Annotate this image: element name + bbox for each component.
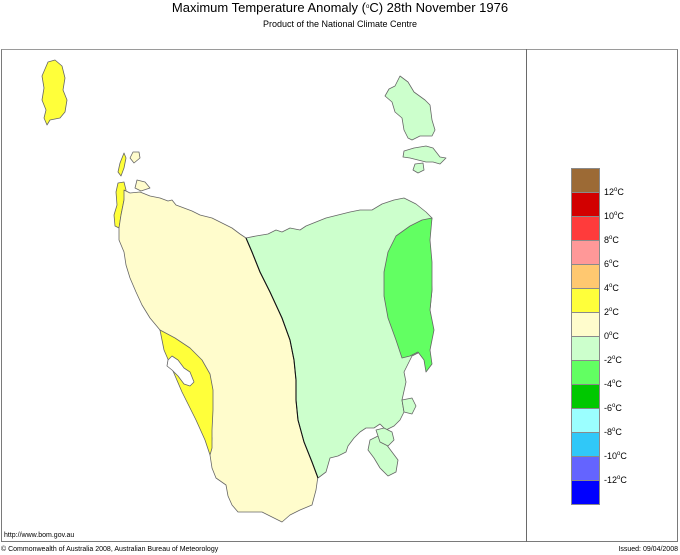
king-island [41,59,68,126]
chart-title: Maximum Temperature Anomaly (oC) 28th No… [171,0,509,15]
tasman-peninsula [401,397,417,415]
legend-swatch [571,216,600,240]
three-hummock-island [129,151,141,164]
forestier-peninsula [375,427,395,447]
legend-swatch [571,480,600,505]
legend-label: -2oC [604,355,622,365]
clarke-island [412,162,425,174]
legend-label: -10oC [604,451,627,461]
legend-swatch [571,312,600,336]
legend-swatch [571,192,600,216]
robbins-island [134,179,151,192]
legend-label: 6oC [604,259,619,269]
color-legend: 12oC 10oC 8oC 6oC 4oC 2oC 0oC -2oC -4oC … [571,168,627,505]
cape-barren-island [402,145,447,165]
legend-label: -8oC [604,427,622,437]
zero-isotherm-line [245,237,319,479]
legend-label: 4oC [604,283,619,293]
legend-label: 8oC [604,235,619,245]
legend-swatch [571,288,600,312]
legend-swatch [571,336,600,360]
hunter-island [117,152,127,177]
legend-swatch [571,384,600,408]
tasmania-east-coast-green-zone [383,217,435,373]
legend-divider [526,49,527,542]
legend-swatch [571,240,600,264]
legend-label: -6oC [604,403,622,413]
copyright-notice: © Commonwealth of Australia 2008, Austra… [1,546,219,553]
legend-swatch [571,360,600,384]
flinders-island [384,75,436,141]
macquarie-harbour [166,355,195,387]
tasmania-west-zone [118,189,319,523]
website-url: http://www.bom.gov.au [4,532,75,539]
legend-swatch [571,456,600,480]
legend-label: -4oC [604,379,622,389]
legend-swatch [571,168,600,192]
chart-subtitle: Product of the National Climate Centre [262,19,418,29]
issued-date: Issued: 09/04/2008 [618,546,678,553]
legend-label: 10oC [604,211,624,221]
legend-label: 0oC [604,331,619,341]
legend-swatch [571,432,600,456]
legend-swatch [571,408,600,432]
legend-label: 12oC [604,187,624,197]
legend-label: -12oC [604,475,627,485]
legend-label: 2oC [604,307,619,317]
legend-swatch [571,264,600,288]
map-frame [1,49,678,542]
